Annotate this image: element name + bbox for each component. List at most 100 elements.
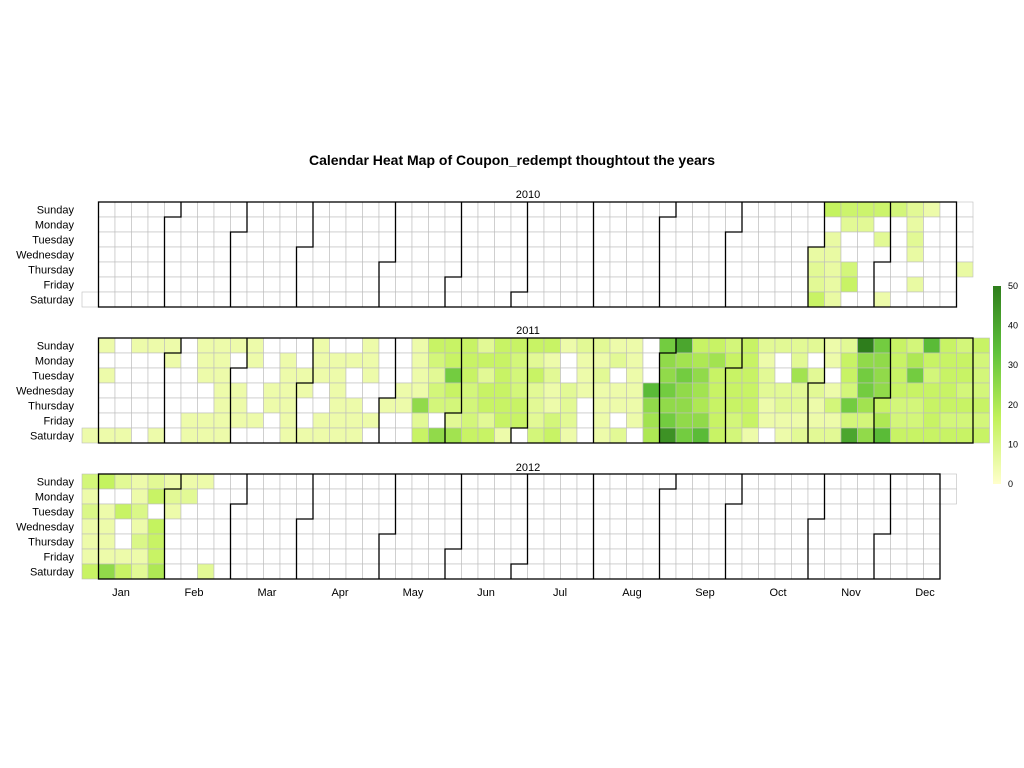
- day-cell: [378, 246, 396, 263]
- day-cell: [560, 382, 578, 399]
- day-cell: [180, 548, 198, 565]
- day-cell: [972, 397, 990, 414]
- day-cell: [741, 216, 759, 233]
- month-boundary: [444, 338, 463, 443]
- day-cell: [791, 276, 809, 293]
- day-cell: [461, 563, 479, 580]
- day-cell: [791, 503, 809, 520]
- day-cell: [230, 291, 248, 308]
- day-cell: [659, 367, 677, 384]
- day-cell: [708, 231, 726, 248]
- day-cell: [725, 427, 743, 444]
- day-cell: [246, 291, 264, 308]
- day-cell: [494, 412, 512, 429]
- day-cell: [147, 337, 165, 354]
- day-cell: [510, 337, 528, 354]
- day-cell: [395, 261, 413, 278]
- day-cell: [824, 216, 842, 233]
- month-boundary: [807, 338, 826, 443]
- day-cell: [362, 473, 380, 490]
- day-cell: [840, 548, 858, 565]
- month-boundary: [163, 474, 182, 579]
- day-cell: [593, 352, 611, 369]
- day-cell: [444, 216, 462, 233]
- day-cell: [494, 261, 512, 278]
- day-cell: [939, 427, 957, 444]
- day-cell: [180, 503, 198, 520]
- day-cell: [296, 246, 314, 263]
- day-cell: [411, 352, 429, 369]
- day-cell: [378, 216, 396, 233]
- day-cell: [180, 427, 198, 444]
- day-cell: [857, 473, 875, 490]
- day-cell: [923, 367, 941, 384]
- day-cell: [263, 367, 281, 384]
- day-cell: [395, 382, 413, 399]
- day-cell: [791, 518, 809, 535]
- day-cell: [329, 533, 347, 550]
- day-cell: [246, 337, 264, 354]
- day-cell: [312, 382, 330, 399]
- day-cell: [758, 473, 776, 490]
- day-cell: [807, 427, 825, 444]
- day-cell: [692, 533, 710, 550]
- month-label: Nov: [841, 587, 861, 599]
- day-cell: [246, 246, 264, 263]
- day-cell: [741, 231, 759, 248]
- day-cell: [906, 548, 924, 565]
- day-cell: [312, 352, 330, 369]
- day-cell: [659, 427, 677, 444]
- day-cell: [873, 261, 891, 278]
- day-cell: [923, 201, 941, 218]
- day-cell: [659, 276, 677, 293]
- day-cell: [873, 427, 891, 444]
- day-cell: [741, 412, 759, 429]
- day-cell: [81, 291, 99, 308]
- day-cell: [692, 291, 710, 308]
- day-cell: [263, 276, 281, 293]
- day-cell: [164, 563, 182, 580]
- day-cell: [230, 563, 248, 580]
- day-cell: [477, 216, 495, 233]
- day-cell: [824, 337, 842, 354]
- day-cell: [213, 397, 231, 414]
- day-cell: [956, 246, 974, 263]
- day-cell: [857, 261, 875, 278]
- day-cell: [857, 488, 875, 505]
- day-cell: [477, 503, 495, 520]
- day-cell: [774, 518, 792, 535]
- day-cell: [477, 382, 495, 399]
- day-cell: [543, 261, 561, 278]
- day-cell: [428, 291, 446, 308]
- day-cell: [890, 518, 908, 535]
- day-cell: [197, 216, 215, 233]
- day-cell: [939, 276, 957, 293]
- day-cell: [197, 548, 215, 565]
- day-cell: [791, 473, 809, 490]
- day-cell: [246, 563, 264, 580]
- day-cell: [609, 367, 627, 384]
- day-cell: [312, 337, 330, 354]
- day-cell: [741, 473, 759, 490]
- colorbar-tick-label: 30: [1008, 360, 1018, 370]
- day-cell: [345, 473, 363, 490]
- day-cell: [395, 427, 413, 444]
- day-cell: [741, 201, 759, 218]
- day-cell: [560, 231, 578, 248]
- day-cell: [824, 397, 842, 414]
- day-cell: [362, 276, 380, 293]
- day-cell: [378, 503, 396, 520]
- day-cell: [230, 352, 248, 369]
- day-cell: [378, 518, 396, 535]
- year-panel-2010: 2010 Sunday Monday Tuesday Wednesday Thursday…: [16, 189, 974, 308]
- day-cell: [675, 367, 693, 384]
- day-cell: [642, 473, 660, 490]
- day-cell: [576, 518, 594, 535]
- day-cell: [626, 201, 644, 218]
- day-cell: [807, 352, 825, 369]
- day-cell: [263, 533, 281, 550]
- weekday-label: Tuesday: [32, 371, 74, 383]
- day-cell: [510, 427, 528, 444]
- day-cell: [560, 518, 578, 535]
- day-cell: [246, 201, 264, 218]
